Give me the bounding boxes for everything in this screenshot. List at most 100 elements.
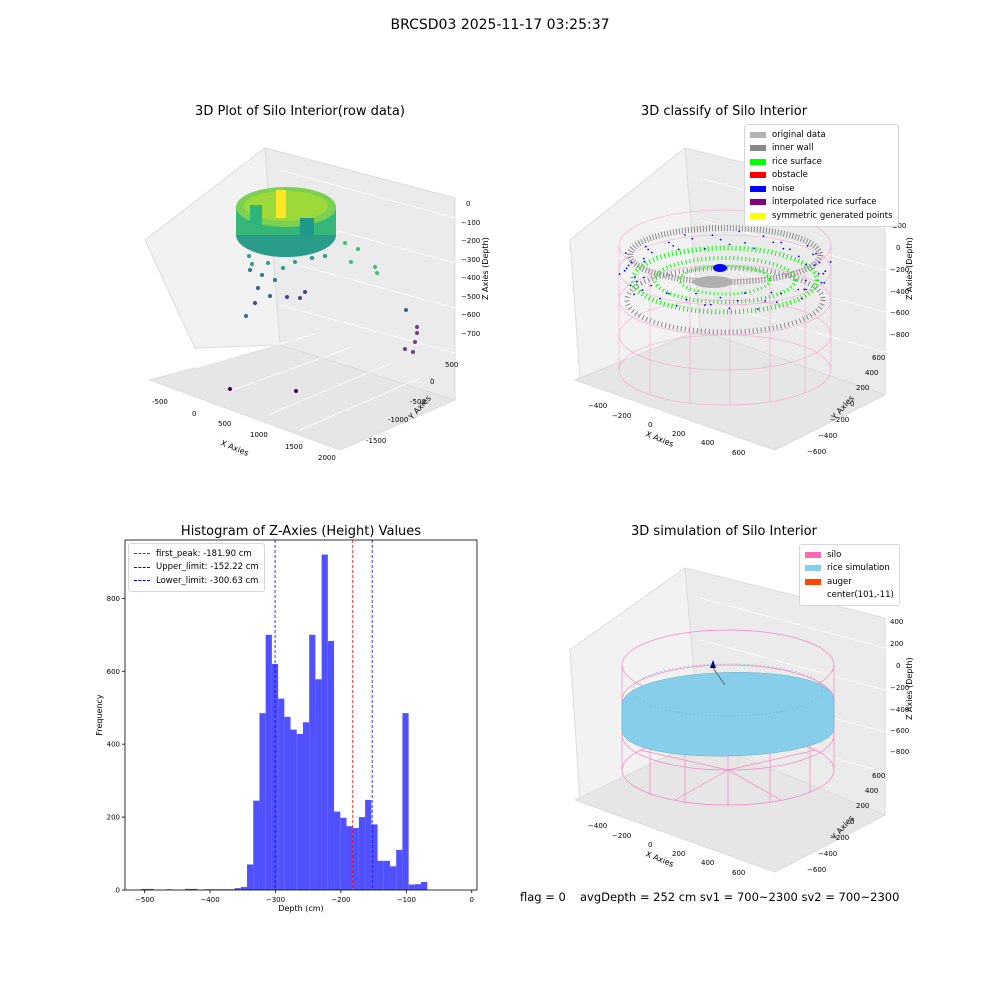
panel4-center-marker <box>710 660 716 668</box>
panel2-z-label: Z Axies (Depth) <box>905 237 914 300</box>
noise-point <box>704 248 706 250</box>
panel1-x-label: X Axies <box>219 439 250 458</box>
svg-text:−600: −600 <box>807 866 826 874</box>
noise-point <box>711 234 714 237</box>
noise-point <box>650 251 653 254</box>
svg-text:0: 0 <box>192 410 196 418</box>
panel1-z-ticks: 0 −100 −200 −300 −400 −500 −600 −700 <box>461 200 480 338</box>
noise-point <box>824 270 827 273</box>
x-tick-label: −200 <box>331 896 350 904</box>
noise-point <box>630 261 633 264</box>
svg-text:400: 400 <box>701 859 714 867</box>
svg-text:500: 500 <box>445 361 458 369</box>
svg-text:0: 0 <box>850 400 854 408</box>
svg-text:400: 400 <box>890 618 903 626</box>
svg-text:400: 400 <box>865 369 878 377</box>
outlier-point <box>285 295 289 299</box>
noise-point <box>823 282 826 284</box>
noise-point <box>650 284 653 287</box>
svg-text:-1500: -1500 <box>366 437 386 445</box>
panel2-silo-wireframe <box>618 209 832 406</box>
y-tick-label: 400 <box>107 741 120 749</box>
noise-point <box>815 252 817 255</box>
legend-line <box>134 553 150 555</box>
legend-swatch <box>805 578 821 585</box>
panel2-legend: original data inner wall rice surface ob… <box>744 124 899 227</box>
outlier-point <box>415 331 419 335</box>
histogram-bar <box>247 864 254 890</box>
noise-point <box>618 273 621 275</box>
noise-point <box>782 247 785 250</box>
svg-text:200: 200 <box>856 802 869 810</box>
histogram-y-label: Frequency <box>95 694 104 736</box>
legend-item-lower-limit: Lower_limit: -300.63 cm <box>134 574 259 588</box>
panel1-point-cloud <box>236 187 336 257</box>
legend-swatch <box>805 565 821 572</box>
noise-point <box>684 234 686 236</box>
noise-point <box>829 261 832 263</box>
noise-point <box>805 263 807 266</box>
x-tick-label: −500 <box>135 896 154 904</box>
noise-point <box>780 241 783 244</box>
panel4-rice-simulation <box>621 672 835 757</box>
svg-text:−800: −800 <box>890 331 909 339</box>
noise-point <box>812 253 814 256</box>
x-tick-label: 0 <box>470 896 474 904</box>
noise-point <box>814 264 816 266</box>
histogram-bar <box>240 887 248 890</box>
panel4-rice-grid <box>632 663 824 717</box>
panel2-original-data <box>693 276 733 288</box>
histogram-bar <box>141 888 148 890</box>
noise-point <box>744 242 746 244</box>
legend-swatch <box>805 592 821 598</box>
legend-item-first-peak: first_peak: -181.90 cm <box>134 547 259 561</box>
noise-point <box>822 272 825 275</box>
histogram-bar <box>284 716 291 890</box>
panel1-3d-plot: -500 0 500 1000 1500 2000 X Axies 500 0 -500 -… <box>144 147 490 462</box>
svg-text:400: 400 <box>865 787 878 795</box>
outlier-point <box>281 266 285 270</box>
outlier-point <box>298 296 302 300</box>
legend-swatch <box>750 145 766 152</box>
svg-text:−700: −700 <box>461 330 480 338</box>
noise-point <box>675 304 678 307</box>
noise-point <box>624 252 627 254</box>
noise-point <box>800 297 803 300</box>
histogram-bar <box>253 800 260 890</box>
svg-text:600: 600 <box>872 354 885 362</box>
histogram-bar <box>365 799 372 890</box>
outlier-point <box>411 350 415 354</box>
legend-swatch <box>750 199 766 206</box>
noise-point <box>756 308 759 311</box>
noise-point <box>665 292 668 295</box>
panel2-z-ticks: 200 0 −200 −400 −600 −800 <box>890 222 909 339</box>
legend-item-silo: silo <box>805 548 894 562</box>
svg-text:−400: −400 <box>588 822 607 830</box>
svg-text:−800: −800 <box>890 748 909 756</box>
svg-text:−400: −400 <box>818 432 837 440</box>
histogram-bar <box>296 733 303 890</box>
svg-text:−200: −200 <box>612 412 631 420</box>
outlier-point <box>266 261 270 265</box>
svg-text:200: 200 <box>672 850 685 858</box>
histogram-bar <box>352 828 359 890</box>
panel2-noise <box>618 230 832 311</box>
panel1-outliers <box>228 241 419 393</box>
histogram-bar <box>309 634 316 890</box>
panel3-legend: first_peak: -181.90 cm Upper_limit: -152… <box>128 543 265 592</box>
legend-swatch <box>750 172 766 179</box>
svg-text:200: 200 <box>672 430 685 438</box>
y-tick-label: 200 <box>107 814 120 822</box>
legend-line <box>134 566 150 568</box>
histogram-bar <box>383 860 390 890</box>
noise-point <box>633 293 635 296</box>
outlier-point <box>413 340 417 344</box>
panel3-histogram: −500 −400 −300 −200 −100 0 0 200 400 600 800 Dept… <box>95 539 478 913</box>
y-tick-label: 0 <box>116 887 120 895</box>
panel3-title: Histogram of Z-Axies (Height) Values <box>180 524 422 539</box>
outlier-point <box>404 308 408 312</box>
svg-text:600: 600 <box>732 449 745 457</box>
noise-point <box>623 269 626 272</box>
noise-point <box>772 241 775 244</box>
noise-point <box>636 280 638 283</box>
